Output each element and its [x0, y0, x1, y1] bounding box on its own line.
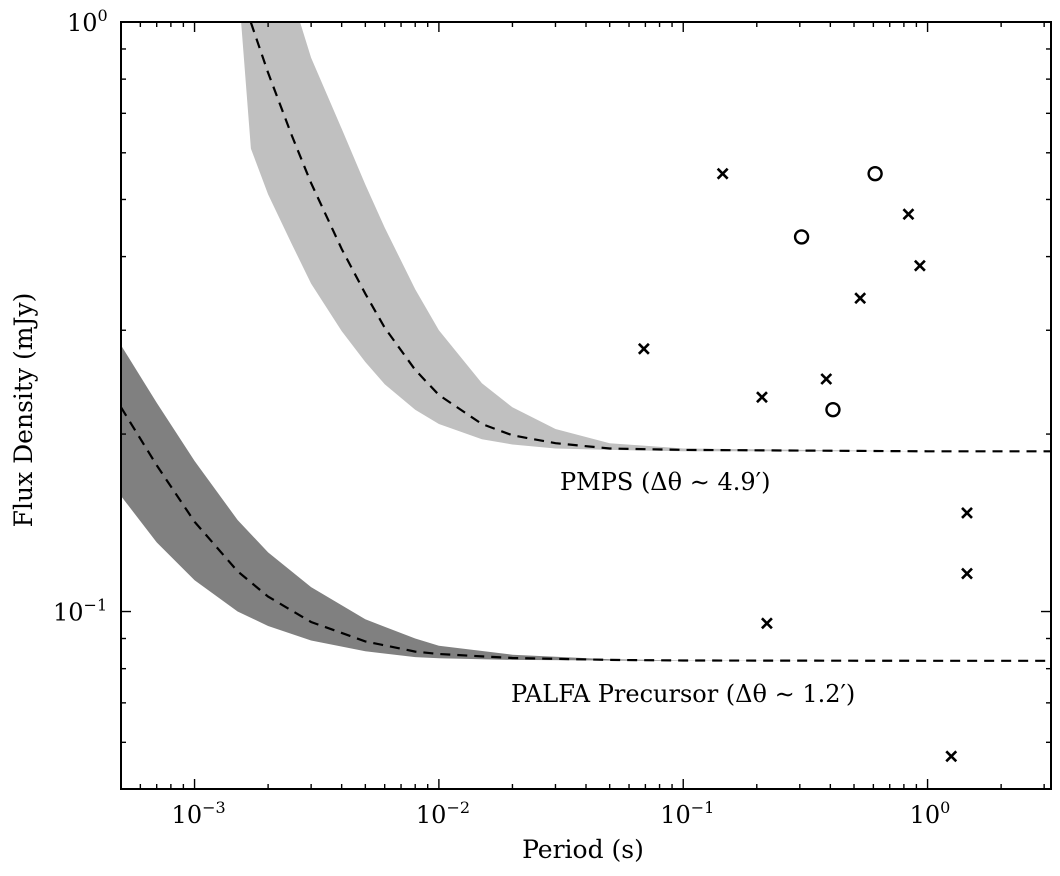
- cross-marker: [902, 208, 915, 221]
- x-tick-label: 10−2: [416, 798, 470, 829]
- cross-marker: [961, 567, 973, 580]
- tick-labels: 10−3 10−2 10−1 100 10−1 100: [53, 6, 950, 829]
- plot-frame: [120, 21, 1052, 790]
- curve-palfa: [121, 406, 1051, 662]
- cross-marker: [913, 259, 926, 272]
- cross-marker: [961, 506, 973, 519]
- band-pmps: [241, 22, 1051, 452]
- cross-marker: [760, 617, 773, 630]
- circle-marker: [867, 165, 883, 182]
- cross-marker: [756, 391, 768, 404]
- circle-marker: [793, 229, 810, 245]
- circle-marker: [825, 401, 841, 418]
- x-tick-label: 100: [910, 798, 951, 829]
- cross-marker: [945, 750, 958, 763]
- annotation-palfa: PALFA Precursor (Δθ ∼ 1.2′): [511, 680, 855, 708]
- cross-marker: [854, 292, 867, 305]
- cross-marker: [716, 167, 729, 180]
- y-axis-title: Flux Density (mJy): [9, 293, 38, 528]
- y-tick-label: 10−1: [53, 596, 107, 627]
- x-tick-label: 10−3: [172, 798, 226, 829]
- annotation-pmps: PMPS (Δθ ∼ 4.9′): [560, 468, 770, 496]
- cross-marker: [637, 342, 650, 355]
- pulsar-points: [637, 165, 973, 763]
- sensitivity-bands: [121, 22, 1051, 661]
- x-tick-label: 10−1: [660, 798, 714, 829]
- band-palfa: [121, 345, 1051, 661]
- cross-marker: [820, 373, 833, 385]
- x-axis-title: Period (s): [522, 835, 644, 864]
- sensitivity-curves: [121, 22, 1051, 662]
- y-tick-label: 100: [67, 6, 108, 37]
- curve-pmps: [249, 22, 1051, 453]
